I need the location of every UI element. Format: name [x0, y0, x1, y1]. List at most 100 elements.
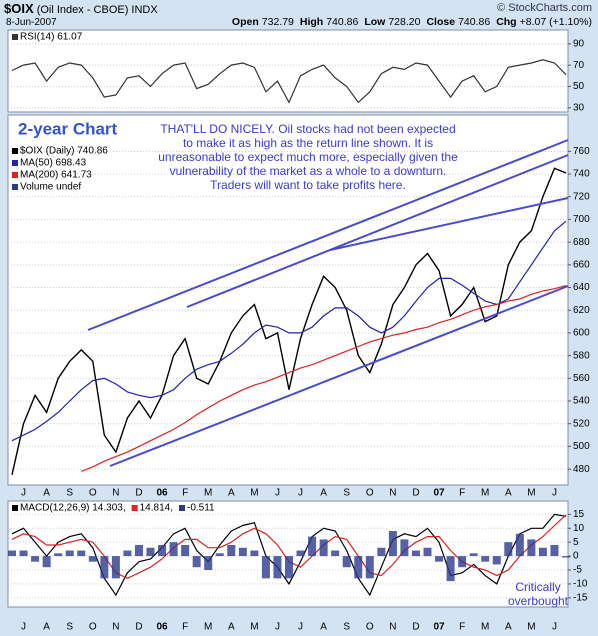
histogram-bar — [446, 556, 455, 582]
trend-line — [87, 139, 569, 331]
histogram-bar — [88, 556, 97, 562]
y-tick-label: 5 — [573, 537, 579, 548]
histogram-bar — [504, 542, 513, 557]
legend-label: Volume undef — [20, 182, 81, 193]
x-tick-label: A — [43, 488, 50, 499]
histogram-bar — [169, 542, 178, 557]
y-tick-label: 10 — [573, 523, 585, 534]
x-tick-label: J — [552, 622, 557, 633]
annotation: THAT'LL DO NICELY. Oil stocks had not be… — [158, 122, 458, 192]
x-tick-label: M — [250, 622, 258, 633]
histogram-bar — [377, 547, 386, 557]
x-tick-label: 07 — [433, 622, 445, 633]
legend-label: MA(200) 641.73 — [20, 170, 92, 181]
legend-swatch — [12, 34, 18, 40]
legend-swatch — [179, 505, 185, 511]
x-tick-label: M — [527, 622, 535, 633]
legend-swatch — [12, 148, 18, 154]
histogram-bar — [285, 556, 293, 579]
x-tick-label: D — [135, 622, 142, 633]
histogram-bar — [238, 547, 247, 557]
x-tick-label: M — [481, 622, 489, 633]
x-tick-label: M — [204, 488, 212, 499]
y-tick-label: -10 — [573, 579, 588, 590]
x-tick-label: A — [43, 622, 50, 633]
x-tick-label: A — [505, 622, 512, 633]
histogram-bar — [550, 544, 559, 557]
histogram-bar — [469, 553, 478, 557]
legend-label: MACD(12,26,9) 14.303, — [20, 503, 126, 514]
y-tick-label: 70 — [573, 60, 585, 71]
header-title: $OIX (Oil Index - CBOE) INDX — [4, 1, 158, 16]
copyright: © StockCharts.com — [497, 2, 592, 14]
y-tick-label: 30 — [573, 102, 585, 113]
y-tick-label: 90 — [573, 38, 585, 49]
x-tick-label: S — [66, 488, 73, 499]
x-tick-label: F — [459, 488, 465, 499]
histogram-bar — [227, 544, 236, 557]
x-tick-label: M — [527, 488, 535, 499]
histogram-bar — [8, 550, 16, 557]
chart-label: 2-year Chart — [18, 119, 118, 138]
y-tick-label: 15 — [573, 509, 585, 520]
histogram-bar — [146, 547, 155, 557]
quote-label: Low — [364, 16, 386, 28]
legend-swatch — [131, 505, 138, 511]
x-tick-label: 06 — [156, 488, 168, 499]
histogram-bar — [331, 550, 340, 557]
x-tick-label: N — [389, 488, 396, 499]
x-tick-label: F — [182, 622, 188, 633]
histogram-bar — [111, 556, 120, 579]
x-tick-label: J — [21, 488, 26, 499]
x-tick-label: S — [66, 622, 73, 633]
quote-value: 740.86 — [458, 16, 491, 28]
x-tick-label: A — [320, 488, 327, 499]
histogram-bar — [435, 556, 444, 562]
y-tick-label: 720 — [573, 191, 590, 202]
y-tick-label: 680 — [573, 237, 590, 248]
y-tick-label: 580 — [573, 350, 590, 361]
y-tick-label: -5 — [573, 565, 582, 576]
series-line — [81, 285, 567, 472]
x-tick-label: S — [343, 622, 350, 633]
x-tick-label: A — [228, 488, 235, 499]
legend-label: -0.511 — [187, 503, 215, 514]
histogram-bar — [273, 556, 282, 579]
y-tick-label: 50 — [573, 81, 585, 92]
date: 8-Jun-2007 — [6, 17, 57, 28]
x-tick-label: A — [505, 488, 512, 499]
macd-panel — [7, 500, 569, 608]
histogram-bar — [250, 550, 259, 557]
y-tick-label: 500 — [573, 441, 590, 452]
histogram-bar — [134, 544, 143, 557]
x-tick-label: N — [389, 622, 396, 633]
legend-label: $OIX (Daily) 740.86 — [20, 146, 108, 157]
x-tick-label: M — [204, 622, 212, 633]
x-tick-label: J — [275, 488, 280, 499]
y-tick-label: 560 — [573, 373, 590, 384]
histogram-bar — [319, 539, 328, 557]
legend-swatch — [12, 160, 18, 166]
x-tick-label: M — [481, 488, 489, 499]
trend-line — [329, 197, 569, 251]
histogram-bar — [515, 533, 524, 557]
histogram-bar — [100, 556, 109, 579]
histogram-bar — [308, 536, 317, 557]
histogram-bar — [296, 550, 305, 557]
x-tick-label: O — [366, 622, 374, 633]
histogram-bar — [481, 556, 490, 562]
x-tick-label: D — [412, 622, 419, 633]
histogram-bar — [54, 553, 63, 557]
symbol: $OIX — [4, 1, 34, 16]
series-line — [11, 167, 567, 475]
legend-swatch — [12, 184, 18, 190]
y-tick-label: 0 — [573, 551, 579, 562]
trend-line — [186, 154, 569, 308]
x-tick-label: O — [89, 622, 97, 633]
quote-label: High — [299, 16, 324, 28]
quote-value: 740.86 — [326, 16, 359, 28]
y-tick-label: 620 — [573, 305, 590, 316]
histogram-bar — [388, 531, 397, 557]
histogram-bar — [65, 550, 74, 557]
